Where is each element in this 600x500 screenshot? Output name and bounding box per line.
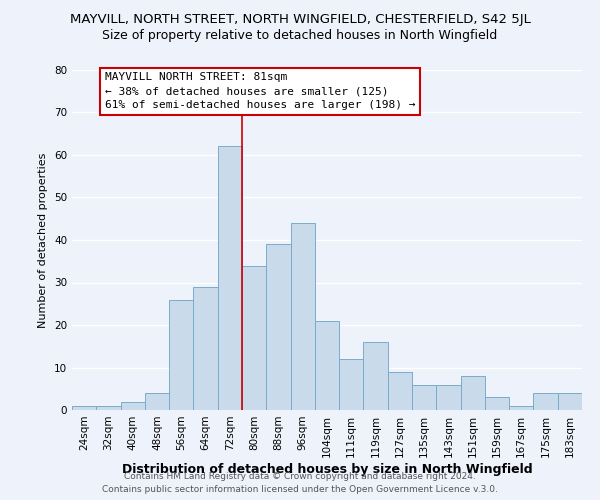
Bar <box>290 223 315 410</box>
Bar <box>242 266 266 410</box>
Bar <box>96 406 121 410</box>
Bar <box>558 393 582 410</box>
Bar <box>436 384 461 410</box>
Bar <box>169 300 193 410</box>
Bar <box>388 372 412 410</box>
Bar <box>145 393 169 410</box>
Bar <box>339 359 364 410</box>
Bar <box>509 406 533 410</box>
Text: Contains HM Land Registry data © Crown copyright and database right 2024.
Contai: Contains HM Land Registry data © Crown c… <box>102 472 498 494</box>
Text: MAYVILL NORTH STREET: 81sqm
← 38% of detached houses are smaller (125)
61% of se: MAYVILL NORTH STREET: 81sqm ← 38% of det… <box>105 72 415 110</box>
Bar <box>315 321 339 410</box>
Bar <box>364 342 388 410</box>
Bar <box>412 384 436 410</box>
Bar <box>485 397 509 410</box>
Bar <box>461 376 485 410</box>
Bar <box>218 146 242 410</box>
Text: Size of property relative to detached houses in North Wingfield: Size of property relative to detached ho… <box>103 29 497 42</box>
Bar <box>72 406 96 410</box>
Text: MAYVILL, NORTH STREET, NORTH WINGFIELD, CHESTERFIELD, S42 5JL: MAYVILL, NORTH STREET, NORTH WINGFIELD, … <box>70 12 530 26</box>
Bar <box>533 393 558 410</box>
Y-axis label: Number of detached properties: Number of detached properties <box>38 152 49 328</box>
Bar <box>121 402 145 410</box>
X-axis label: Distribution of detached houses by size in North Wingfield: Distribution of detached houses by size … <box>122 462 532 475</box>
Bar <box>193 286 218 410</box>
Bar <box>266 244 290 410</box>
